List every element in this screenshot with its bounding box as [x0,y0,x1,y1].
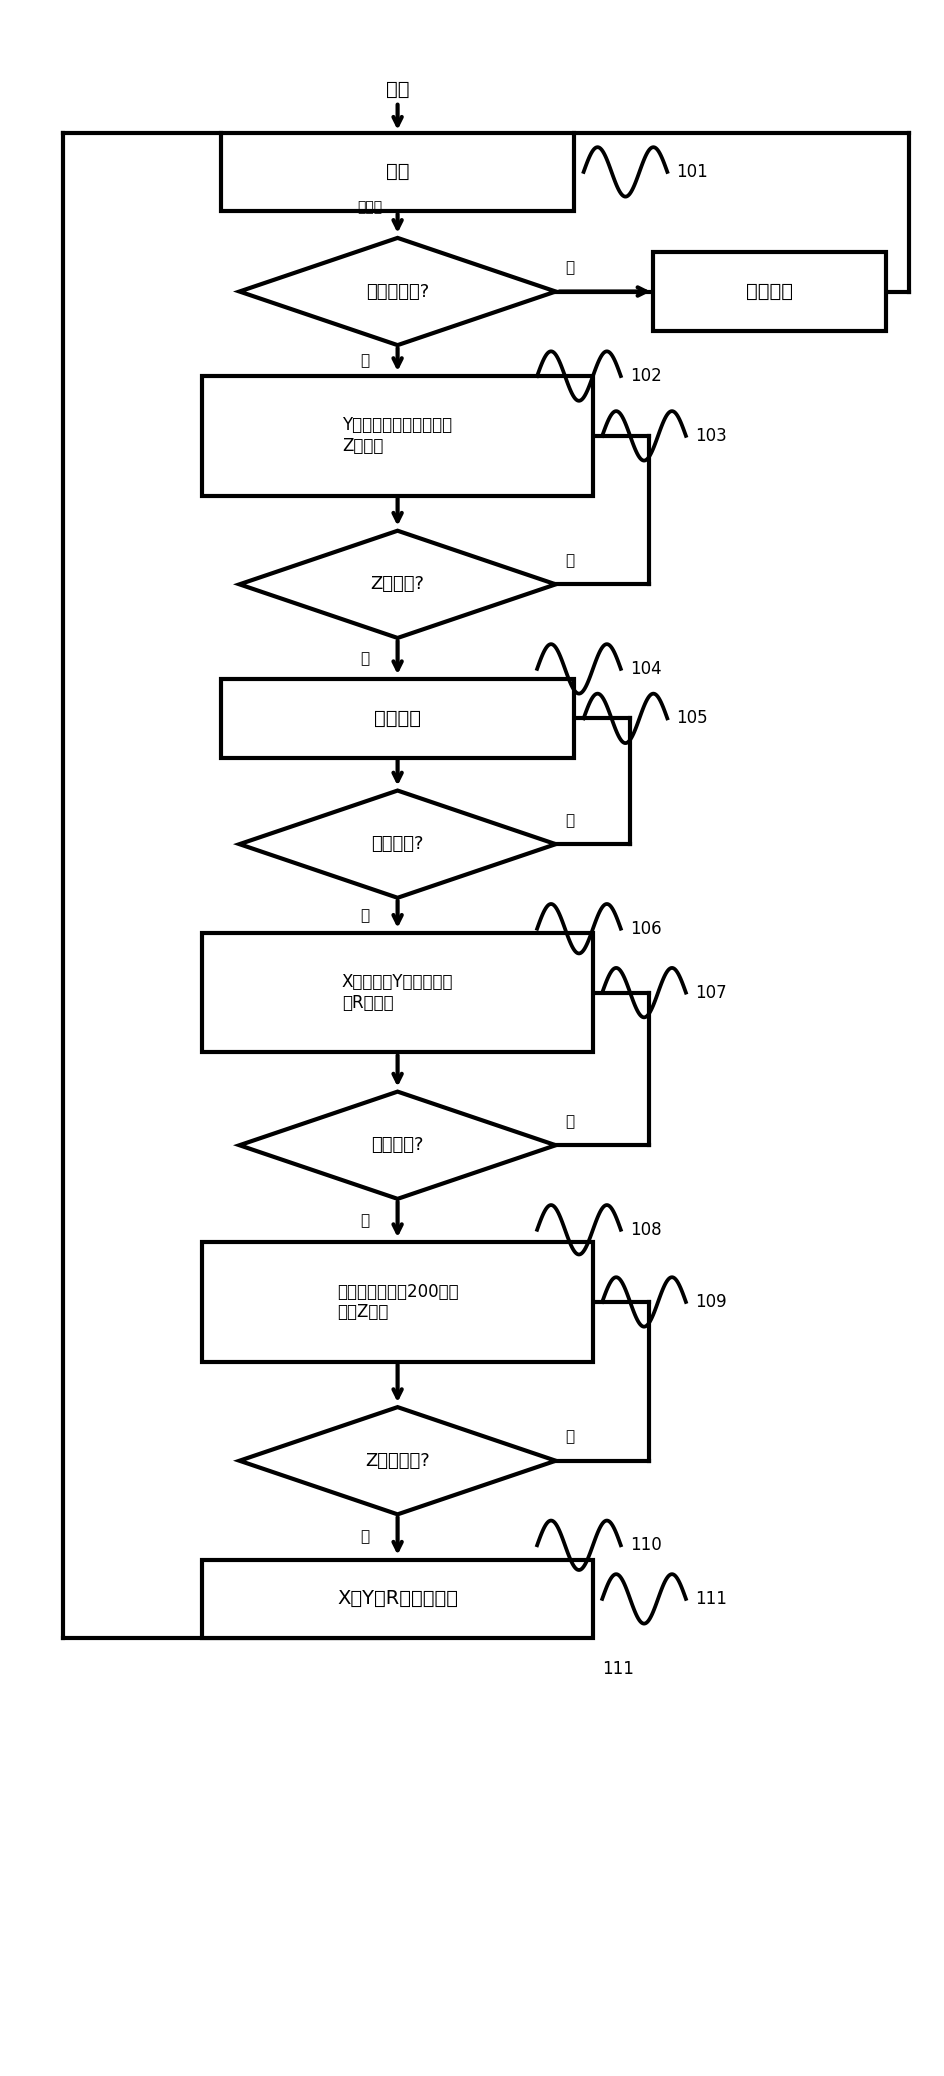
Text: 111: 111 [602,1661,634,1677]
Text: 是: 是 [361,652,370,666]
Polygon shape [240,531,556,637]
Text: 109: 109 [695,1293,727,1310]
Text: Z轴升到位?: Z轴升到位? [365,1451,430,1470]
Text: 报警停机: 报警停机 [746,282,793,301]
Polygon shape [240,1408,556,1513]
Text: X、Y、R轴同时复位: X、Y、R轴同时复位 [337,1590,458,1609]
Text: 夹手夹箱: 夹手夹箱 [374,708,421,729]
Polygon shape [240,1092,556,1198]
Text: 夹箱到位?: 夹箱到位? [371,835,424,853]
Text: 107: 107 [695,984,727,1001]
Text: 102: 102 [630,367,662,384]
Text: 111: 111 [695,1590,727,1609]
Text: Y轴前进，切入同步同时
Z轴下降: Y轴前进，切入同步同时 Z轴下降 [343,417,453,455]
Text: 是: 是 [361,353,370,367]
Text: 110: 110 [630,1536,662,1555]
Bar [202,1241,593,1362]
Bar [202,1559,593,1638]
Text: 106: 106 [630,920,662,938]
Text: 否: 否 [565,260,574,274]
Text: 夹手在原位?: 夹手在原位? [366,282,430,301]
Bar [221,679,574,758]
Bar [653,253,885,330]
Text: 108: 108 [630,1221,662,1239]
Text: 是: 是 [361,907,370,924]
Bar [221,133,574,212]
Text: 是: 是 [361,1530,370,1545]
Polygon shape [240,791,556,897]
Text: 否: 否 [565,812,574,828]
Text: 是: 是 [361,1212,370,1229]
Bar [202,376,593,496]
Text: 103: 103 [695,428,727,444]
Polygon shape [240,239,556,345]
Text: 否: 否 [565,1428,574,1445]
Text: 夹手释开，延时200毫秒
后，Z轴升: 夹手释开，延时200毫秒 后，Z轴升 [337,1283,459,1320]
Text: Z轴到位?: Z轴到位? [371,575,425,594]
Text: 否: 否 [565,1113,574,1129]
Bar [202,932,593,1053]
Text: 101: 101 [677,162,708,181]
Text: 等待: 等待 [386,162,410,181]
Text: X轴平移，Y轴前进，同
时R轴旋转: X轴平移，Y轴前进，同 时R轴旋转 [342,974,453,1011]
Text: 104: 104 [630,660,662,679]
Text: 105: 105 [677,710,708,727]
Text: 有检到: 有检到 [357,199,382,214]
Text: 启动: 启动 [386,81,410,100]
Text: 全部到位?: 全部到位? [371,1136,424,1154]
Text: 否: 否 [565,552,574,569]
